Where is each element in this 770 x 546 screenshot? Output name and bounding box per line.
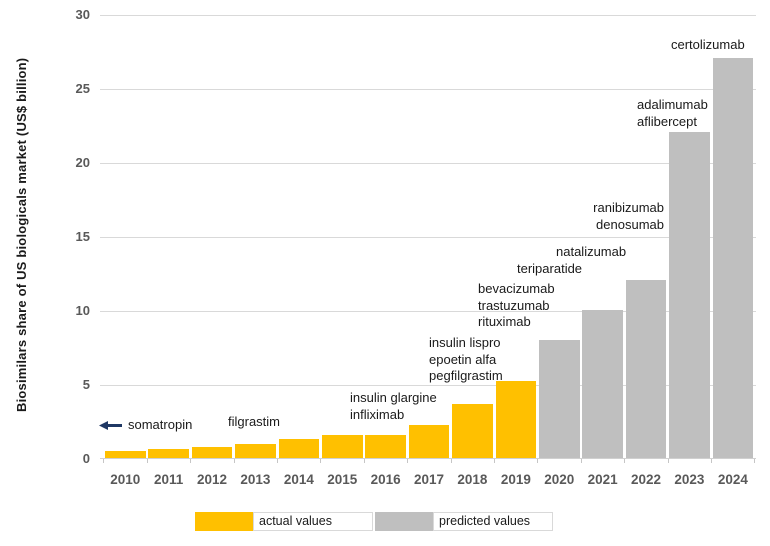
annotation-line: bevacizumab xyxy=(478,281,555,296)
annotation-text: somatropin xyxy=(128,417,193,432)
annotation-line: rituximab xyxy=(478,314,531,329)
annotation-line: adalimumab xyxy=(637,97,708,112)
bar-2024-predicted-values xyxy=(712,58,754,458)
x-axis-line xyxy=(100,458,756,459)
gridline-25 xyxy=(100,89,756,90)
annotation-adalimumab: adalimumab aflibercept xyxy=(637,97,708,130)
bar-2017-actual-values xyxy=(408,425,450,458)
year-label-2020: 2020 xyxy=(544,472,575,487)
year-label-2019: 2019 xyxy=(500,472,531,487)
bar-2013-actual-values xyxy=(235,443,276,458)
gridline-15 xyxy=(100,237,756,238)
bar-2010-actual-values xyxy=(105,450,146,458)
x-axis-tick xyxy=(450,459,452,463)
bar-2019-actual-values xyxy=(495,381,537,458)
bar-2012-actual-values xyxy=(191,446,233,458)
annotation-line: natalizumab xyxy=(556,244,627,259)
annotation-insulin-glargine: insulin glargine infliximab xyxy=(350,390,437,423)
year-label-2012: 2012 xyxy=(197,472,228,487)
annotation-insulin-lispro: insulin lispro epoetin alfa pegfilgrastim xyxy=(429,335,503,385)
legend-label-actual-values: actual values xyxy=(253,512,373,531)
x-axis-tick xyxy=(407,459,409,463)
annotation-line: denosumab xyxy=(596,216,664,232)
x-axis-tick xyxy=(624,459,626,463)
x-axis-tick xyxy=(580,459,582,463)
bar-2015-actual-values xyxy=(322,435,363,458)
annotation-line: infliximab xyxy=(350,406,405,422)
annotation-certolizumab: certolizumab xyxy=(671,37,745,54)
annotation-ranibizumab: ranibizumab denosumab xyxy=(593,200,664,233)
x-axis-tick xyxy=(710,459,712,463)
year-label-2021: 2021 xyxy=(587,472,618,487)
year-label-2022: 2022 xyxy=(631,472,662,487)
year-label-2016: 2016 xyxy=(370,472,401,487)
gridline-5 xyxy=(100,385,756,386)
y-tick-label-25: 25 xyxy=(75,81,90,96)
x-axis-tick xyxy=(537,459,539,463)
x-axis-tick xyxy=(276,459,278,463)
x-axis-tick xyxy=(320,459,322,463)
x-axis-tick xyxy=(493,459,495,463)
annotation-filgrastim: filgrastim xyxy=(228,414,280,431)
bar-2016-actual-values xyxy=(365,435,406,458)
annotation-line: insulin glargine xyxy=(350,390,437,405)
gridline-10 xyxy=(100,311,756,312)
annotation-line: epoetin alfa xyxy=(429,351,497,367)
x-axis-tick xyxy=(146,459,148,463)
y-tick-label-20: 20 xyxy=(75,155,90,170)
annotation-somatropin: somatropin xyxy=(99,417,192,434)
bar-2011-actual-values xyxy=(148,449,189,458)
annotation-line: filgrastim xyxy=(227,414,281,429)
bar-2023-predicted-values xyxy=(669,132,710,458)
gridline-20 xyxy=(100,163,756,164)
x-axis-tick xyxy=(754,459,756,463)
x-axis-tick xyxy=(233,459,235,463)
bar-2020-predicted-values xyxy=(539,339,580,458)
year-label-2010: 2010 xyxy=(110,472,141,487)
y-tick-label-10: 10 xyxy=(75,303,90,318)
annotation-line: teriparatide xyxy=(517,261,583,276)
left-arrow-icon xyxy=(99,420,122,430)
y-tick-label-0: 0 xyxy=(82,451,90,466)
y-tick-label-30: 30 xyxy=(75,7,90,22)
legend: actual values predicted values xyxy=(195,512,553,531)
year-label-2011: 2011 xyxy=(153,472,184,487)
bar-2014-actual-values xyxy=(278,438,320,458)
annotation-line: ranibizumab xyxy=(593,200,664,215)
y-tick-label-5: 5 xyxy=(82,377,90,392)
annotation-line: trastuzumab xyxy=(478,297,550,313)
year-label-2014: 2014 xyxy=(283,472,314,487)
year-label-2017: 2017 xyxy=(414,472,445,487)
annotation-line: certolizumab xyxy=(671,37,745,52)
bar-2018-actual-values xyxy=(452,403,493,458)
year-label-2023: 2023 xyxy=(674,472,705,487)
year-label-2024: 2024 xyxy=(717,472,748,487)
gridline-30 xyxy=(100,15,756,16)
legend-swatch-actual-values xyxy=(195,512,253,531)
plot-area xyxy=(100,15,756,463)
year-label-2013: 2013 xyxy=(240,472,271,487)
y-tick-label-15: 15 xyxy=(75,229,90,244)
bar-2021-predicted-values xyxy=(582,310,623,458)
x-axis-tick xyxy=(667,459,669,463)
annotation-teriparatide: teriparatide xyxy=(517,261,582,278)
legend-label-predicted-values: predicted values xyxy=(433,512,553,531)
year-label-2018: 2018 xyxy=(457,472,488,487)
x-axis-tick xyxy=(103,459,105,463)
annotation-line: aflibercept xyxy=(637,113,697,129)
bar-2022-predicted-values xyxy=(625,280,667,458)
x-axis-tick xyxy=(190,459,192,463)
year-label-2015: 2015 xyxy=(327,472,358,487)
annotation-natalizumab: natalizumab xyxy=(556,244,626,261)
annotation-line: insulin lispro xyxy=(429,335,501,350)
legend-swatch-predicted-values xyxy=(375,512,433,531)
annotation-line: pegfilgrastim xyxy=(429,368,503,383)
annotation-bevacizumab: bevacizumab trastuzumab rituximab xyxy=(478,281,555,331)
x-axis-tick xyxy=(363,459,365,463)
